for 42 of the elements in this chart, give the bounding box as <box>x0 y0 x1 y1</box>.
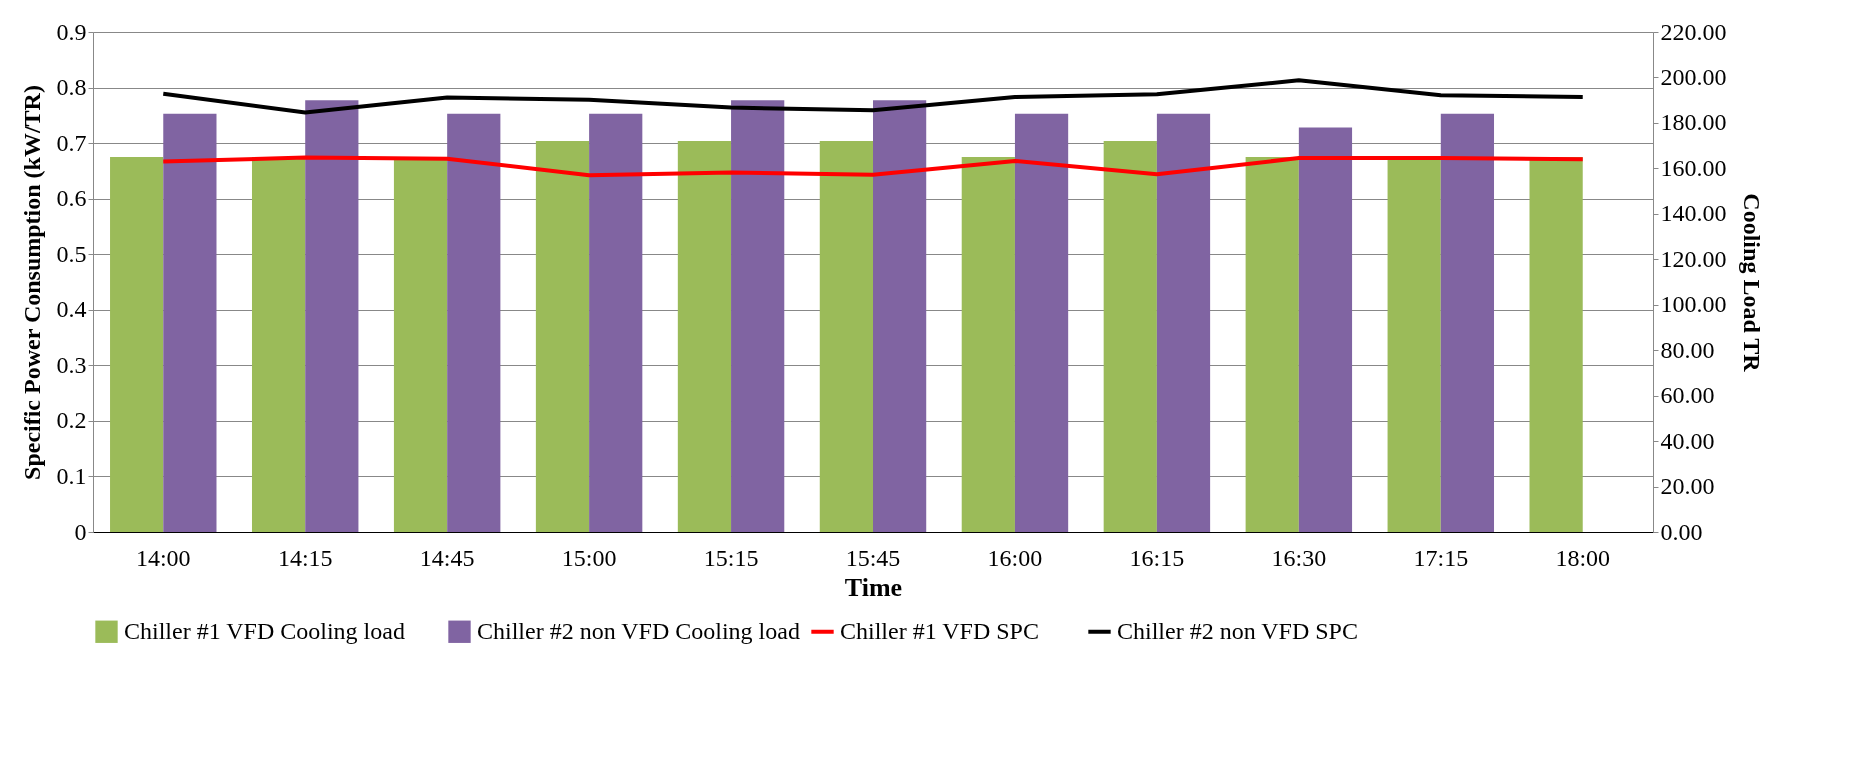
y-tick-label: 0 <box>74 518 87 545</box>
y2-tick-label: 140.00 <box>1660 200 1727 227</box>
x-tick-label: 15:15 <box>703 544 759 571</box>
y-tick-label: 0.6 <box>56 185 87 212</box>
x-tick-label: 15:45 <box>845 544 901 571</box>
y-tick-label: 0.4 <box>56 296 87 323</box>
y2-axis-title: Cooling Load TR <box>1738 193 1765 373</box>
y2-tick-label: 220.00 <box>1660 18 1727 45</box>
y2-tick-label: 60.00 <box>1660 382 1715 409</box>
x-axis-title: Time <box>844 572 903 602</box>
legend-label: Chiller #1 VFD SPC <box>840 617 1039 644</box>
line-series <box>161 155 1585 178</box>
x-tick-label: 14:45 <box>419 544 475 571</box>
y2-tick-label: 180.00 <box>1660 109 1727 136</box>
x-tick-label: 18:00 <box>1555 544 1611 571</box>
y2-tick-label: 160.00 <box>1660 154 1727 181</box>
y-tick-label: 0.7 <box>56 129 87 156</box>
y-tick-label: 0.3 <box>56 351 87 378</box>
y2-tick-label: 0.00 <box>1660 518 1703 545</box>
y-tick-label: 0.5 <box>56 240 87 267</box>
x-tick-label: 15:00 <box>561 544 617 571</box>
x-tick-label: 14:15 <box>277 544 333 571</box>
y-tick-label: 0.1 <box>56 462 87 489</box>
y2-tick-label: 100.00 <box>1660 291 1727 318</box>
legend-label: Chiller #1 VFD Cooling load <box>124 617 405 644</box>
y-axis-title: Specific Power Consumption (kW/TR) <box>18 85 45 480</box>
y2-tick-label: 120.00 <box>1660 245 1727 272</box>
x-tick-label: 16:00 <box>987 544 1043 571</box>
y2-tick-label: 20.00 <box>1660 473 1715 500</box>
y-tick-label: 0.2 <box>56 407 87 434</box>
x-tick-label: 17:15 <box>1413 544 1469 571</box>
line-series <box>161 78 1585 115</box>
y2-tick-label: 80.00 <box>1660 336 1715 363</box>
y2-tick-label: 200.00 <box>1660 63 1727 90</box>
y-tick-label: 0.8 <box>56 74 87 101</box>
y-tick-label: 0.9 <box>56 18 87 45</box>
x-tick-label: 14:00 <box>135 544 191 571</box>
legend-label: Chiller #2 non VFD SPC <box>1117 617 1358 644</box>
x-tick-label: 16:30 <box>1271 544 1327 571</box>
legend-label: Chiller #2 non VFD Cooling load <box>477 617 800 644</box>
x-tick-label: 16:15 <box>1129 544 1185 571</box>
y2-tick-label: 40.00 <box>1660 427 1715 454</box>
